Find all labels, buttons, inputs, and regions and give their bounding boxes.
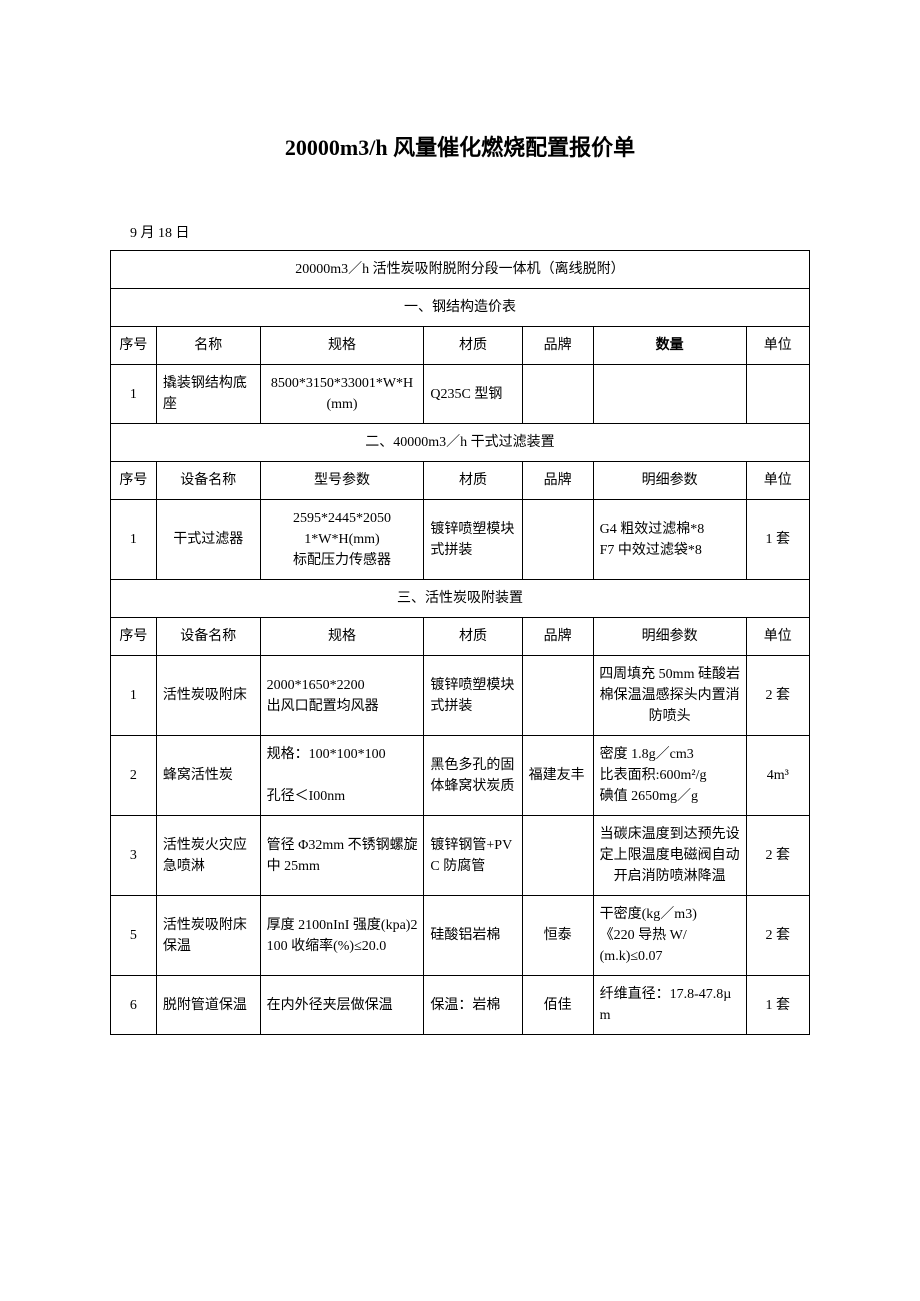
cell-name: 干式过滤器 <box>156 500 260 580</box>
cell-spec: 在内外径夹层做保温 <box>260 976 424 1035</box>
section-1-row: 1 撬装钢结构底座 8500*3150*33001*W*H(mm) Q235C … <box>111 365 810 424</box>
section-3-header-row: 序号 设备名称 规格 材质 品牌 明细参数 单位 <box>111 618 810 656</box>
cell-spec: 规格：100*100*100 孔径＜I00nm <box>260 736 424 816</box>
cell-seq: 5 <box>111 896 157 976</box>
cell-unit: 4m³ <box>746 736 809 816</box>
cell-detail: 当碳床温度到达预先设定上限温度电磁阀自动开启消防喷淋降温 <box>593 816 746 896</box>
section-2-title-row: 二、40000m3／h 干式过滤装置 <box>111 424 810 462</box>
col-brand-header: 品牌 <box>522 462 593 500</box>
cell-brand: 福建友丰 <box>522 736 593 816</box>
col-detail-header: 数量 <box>593 327 746 365</box>
cell-brand <box>522 365 593 424</box>
cell-unit: 2 套 <box>746 816 809 896</box>
col-seq-header: 序号 <box>111 462 157 500</box>
cell-detail: 纤维直径：17.8-47.8µm <box>593 976 746 1035</box>
col-brand-header: 品牌 <box>522 327 593 365</box>
cell-spec: 管径 Φ32mm 不锈钢螺旋中 25mm <box>260 816 424 896</box>
cell-name: 活性炭火灾应急喷淋 <box>156 816 260 896</box>
col-name-header: 设备名称 <box>156 462 260 500</box>
cell-brand: 佰佳 <box>522 976 593 1035</box>
cell-name: 撬装钢结构底座 <box>156 365 260 424</box>
section-2-header-row: 序号 设备名称 型号参数 材质 品牌 明细参数 单位 <box>111 462 810 500</box>
cell-mat: 镀锌喷塑模块式拼装 <box>424 656 522 736</box>
cell-mat: Q235C 型钢 <box>424 365 522 424</box>
col-spec-header: 型号参数 <box>260 462 424 500</box>
section-3-row-5: 5 活性炭吸附床保温 厚度 2100nInI 强度(kpa)2100 收缩率(%… <box>111 896 810 976</box>
section-3-row-2: 2 蜂窝活性炭 规格：100*100*100 孔径＜I00nm 黑色多孔的固体蜂… <box>111 736 810 816</box>
cell-unit: 2 套 <box>746 896 809 976</box>
cell-brand <box>522 816 593 896</box>
cell-detail: G4 粗效过滤棉*8 F7 中效过滤袋*8 <box>593 500 746 580</box>
cell-mat: 镀锌钢管+PVC 防腐管 <box>424 816 522 896</box>
cell-seq: 6 <box>111 976 157 1035</box>
col-name-header: 设备名称 <box>156 618 260 656</box>
cell-spec: 2000*1650*2200 出风口配置均风器 <box>260 656 424 736</box>
section-2-title: 二、40000m3／h 干式过滤装置 <box>111 424 810 462</box>
col-brand-header: 品牌 <box>522 618 593 656</box>
cell-detail: 干密度(kg／m3) 《220 导热 W/ (m.k)≤0.07 <box>593 896 746 976</box>
section-3-row-1: 1 活性炭吸附床 2000*1650*2200 出风口配置均风器 镀锌喷塑模块式… <box>111 656 810 736</box>
section-3-title: 三、活性炭吸附装置 <box>111 580 810 618</box>
section-3-row-3: 3 活性炭火灾应急喷淋 管径 Φ32mm 不锈钢螺旋中 25mm 镀锌钢管+PV… <box>111 816 810 896</box>
page-title: 20000m3/h 风量催化燃烧配置报价单 <box>110 130 810 162</box>
cell-seq: 1 <box>111 365 157 424</box>
cell-detail <box>593 365 746 424</box>
col-mat-header: 材质 <box>424 618 522 656</box>
main-header: 20000m3／h 活性炭吸附脱附分段一体机（离线脱附） <box>111 251 810 289</box>
col-unit-header: 单位 <box>746 618 809 656</box>
cell-name: 脱附管道保温 <box>156 976 260 1035</box>
table-header-row: 20000m3／h 活性炭吸附脱附分段一体机（离线脱附） <box>111 251 810 289</box>
col-spec-header: 规格 <box>260 327 424 365</box>
col-mat-header: 材质 <box>424 327 522 365</box>
col-unit-header: 单位 <box>746 462 809 500</box>
cell-brand: 恒泰 <box>522 896 593 976</box>
cell-name: 蜂窝活性炭 <box>156 736 260 816</box>
col-detail-header: 明细参数 <box>593 462 746 500</box>
cell-seq: 2 <box>111 736 157 816</box>
date-text: 9 月 18 日 <box>130 222 810 242</box>
cell-unit <box>746 365 809 424</box>
section-3-row-6: 6 脱附管道保温 在内外径夹层做保温 保温：岩棉 佰佳 纤维直径：17.8-47… <box>111 976 810 1035</box>
col-detail-header: 明细参数 <box>593 618 746 656</box>
cell-spec: 厚度 2100nInI 强度(kpa)2100 收缩率(%)≤20.0 <box>260 896 424 976</box>
cell-unit: 2 套 <box>746 656 809 736</box>
cell-spec: 8500*3150*33001*W*H(mm) <box>260 365 424 424</box>
cell-seq: 1 <box>111 500 157 580</box>
col-spec-header: 规格 <box>260 618 424 656</box>
cell-unit: 1 套 <box>746 500 809 580</box>
cell-mat: 镀锌喷塑模块式拼装 <box>424 500 522 580</box>
cell-seq: 1 <box>111 656 157 736</box>
cell-mat: 保温：岩棉 <box>424 976 522 1035</box>
col-mat-header: 材质 <box>424 462 522 500</box>
cell-spec: 2595*2445*2050 1*W*H(mm) 标配压力传感器 <box>260 500 424 580</box>
cell-unit: 1 套 <box>746 976 809 1035</box>
section-2-row: 1 干式过滤器 2595*2445*2050 1*W*H(mm) 标配压力传感器… <box>111 500 810 580</box>
cell-brand <box>522 656 593 736</box>
cell-mat: 黑色多孔的固体蜂窝状炭质 <box>424 736 522 816</box>
section-1-title: 一、钢结构造价表 <box>111 289 810 327</box>
quotation-table: 20000m3／h 活性炭吸附脱附分段一体机（离线脱附） 一、钢结构造价表 序号… <box>110 250 810 1035</box>
col-seq-header: 序号 <box>111 327 157 365</box>
section-3-title-row: 三、活性炭吸附装置 <box>111 580 810 618</box>
col-name-header: 名称 <box>156 327 260 365</box>
cell-detail: 四周填充 50mm 硅酸岩棉保温温感探头内置消防喷头 <box>593 656 746 736</box>
cell-name: 活性炭吸附床 <box>156 656 260 736</box>
cell-mat: 硅酸铝岩棉 <box>424 896 522 976</box>
cell-brand <box>522 500 593 580</box>
cell-seq: 3 <box>111 816 157 896</box>
section-1-title-row: 一、钢结构造价表 <box>111 289 810 327</box>
col-unit-header: 单位 <box>746 327 809 365</box>
section-1-header-row: 序号 名称 规格 材质 品牌 数量 单位 <box>111 327 810 365</box>
col-seq-header: 序号 <box>111 618 157 656</box>
cell-name: 活性炭吸附床保温 <box>156 896 260 976</box>
cell-detail: 密度 1.8g／cm3 比表面积:600m²/g 碘值 2650mg／g <box>593 736 746 816</box>
